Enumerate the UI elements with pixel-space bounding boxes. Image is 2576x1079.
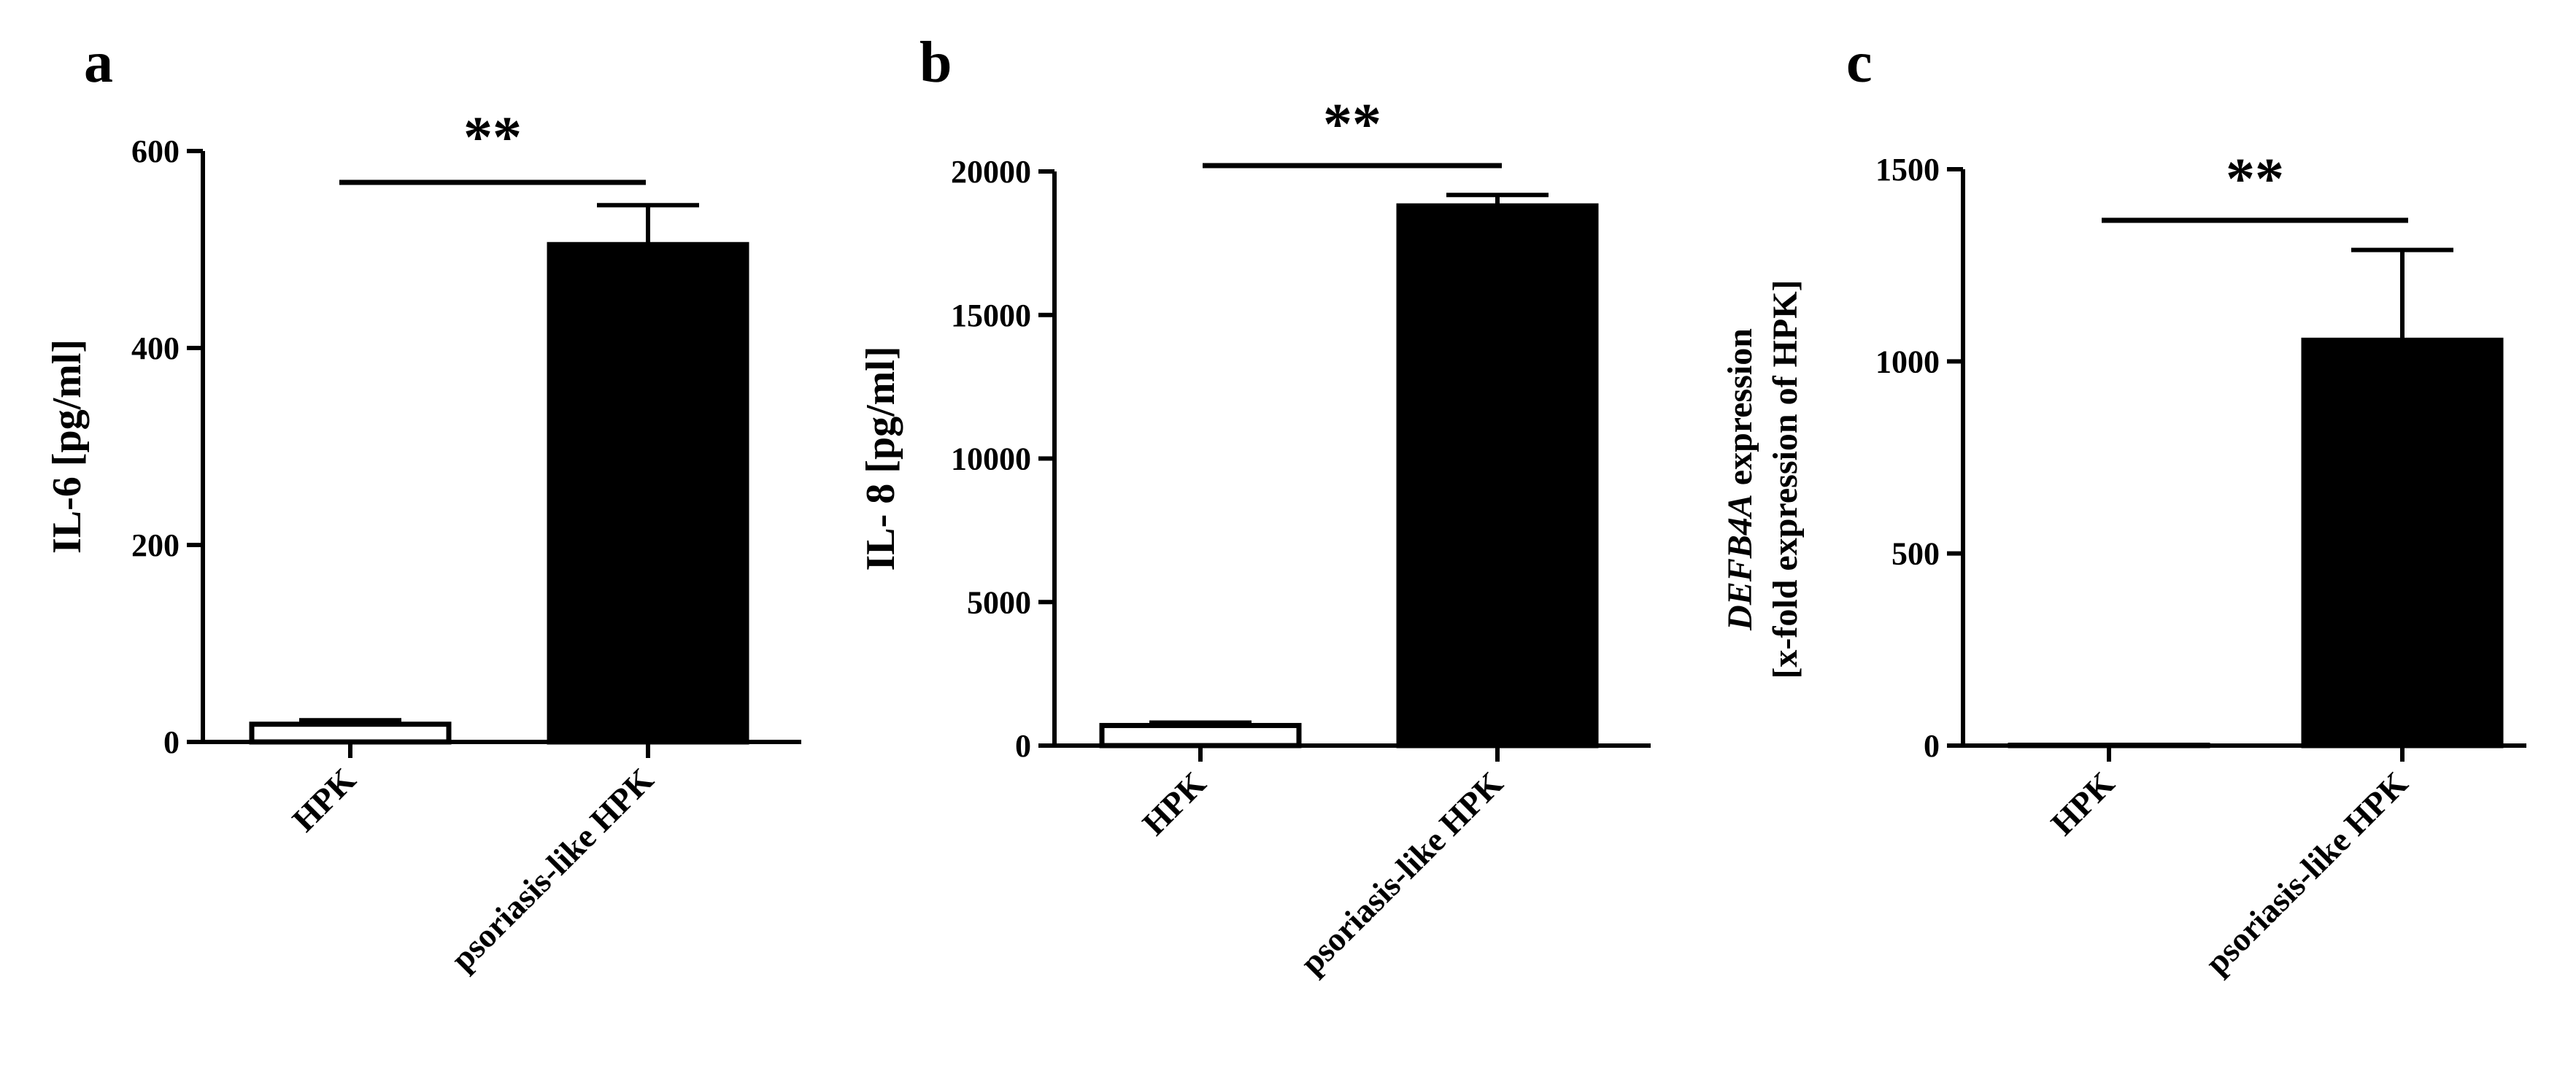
bar-hpk — [249, 722, 452, 745]
bar-psoriasis-like-hpk — [1396, 203, 1599, 749]
category-label: HPK — [2044, 765, 2122, 843]
panel-letter: b — [919, 31, 952, 95]
y-tick-label: 200 — [131, 527, 180, 563]
bar-psoriasis-like-hpk — [2301, 337, 2504, 749]
y-tick-label: 1500 — [1875, 152, 1940, 187]
y-tick-label: 10000 — [951, 441, 1031, 477]
y-tick-label: 400 — [131, 330, 180, 366]
y-axis-title-rest: expression — [1721, 328, 1759, 494]
y-axis-title: IL- 8 [pg/ml] — [858, 347, 903, 571]
panel-letter: c — [1846, 31, 1873, 95]
category-label: psoriasis-like HPK — [2198, 765, 2415, 981]
chart-panel-c: c 0 500 1000 1500 HPK psoriasis-like HPK ** DEFB… — [1721, 31, 2526, 981]
category-label: psoriasis-like HPK — [444, 761, 660, 978]
chart-panel-b: b 0 5000 10000 15000 20000 HPK psoriasis-like H… — [858, 31, 1651, 981]
category-label: psoriasis-like HPK — [1293, 765, 1510, 981]
y-tick-label: 20000 — [951, 154, 1031, 190]
significance-stars: ** — [2226, 147, 2284, 212]
y-axis-title: IL-6 [pg/ml] — [45, 339, 90, 554]
y-axis-title-gene: DEFB4A — [1721, 494, 1759, 631]
bar-hpk — [1099, 722, 1302, 749]
significance-stars: ** — [1323, 93, 1381, 157]
significance-stars: ** — [463, 106, 522, 170]
y-tick-label: 600 — [131, 134, 180, 169]
category-label: HPK — [285, 761, 363, 839]
y-axis-title-line1: DEFB4A expression — [1721, 328, 1759, 631]
y-tick-label: 0 — [1924, 728, 1940, 764]
bar-hpk — [2008, 742, 2210, 749]
bar-psoriasis-like-hpk — [547, 241, 749, 745]
category-label: HPK — [1135, 765, 1214, 843]
chart-panel-a: a 0 200 400 600 HPK psoriasis-like HPK ** IL-6 [… — [45, 31, 801, 978]
y-axis-title-line2: [x-fold expression of HPK] — [1766, 279, 1805, 678]
y-tick-label: 5000 — [967, 584, 1031, 620]
y-tick-label: 1000 — [1875, 344, 1940, 379]
y-tick-label: 15000 — [951, 298, 1031, 333]
y-tick-label: 0 — [163, 724, 180, 760]
y-tick-label: 500 — [1891, 536, 1940, 572]
y-tick-label: 0 — [1015, 728, 1031, 764]
panel-letter: a — [84, 31, 113, 95]
